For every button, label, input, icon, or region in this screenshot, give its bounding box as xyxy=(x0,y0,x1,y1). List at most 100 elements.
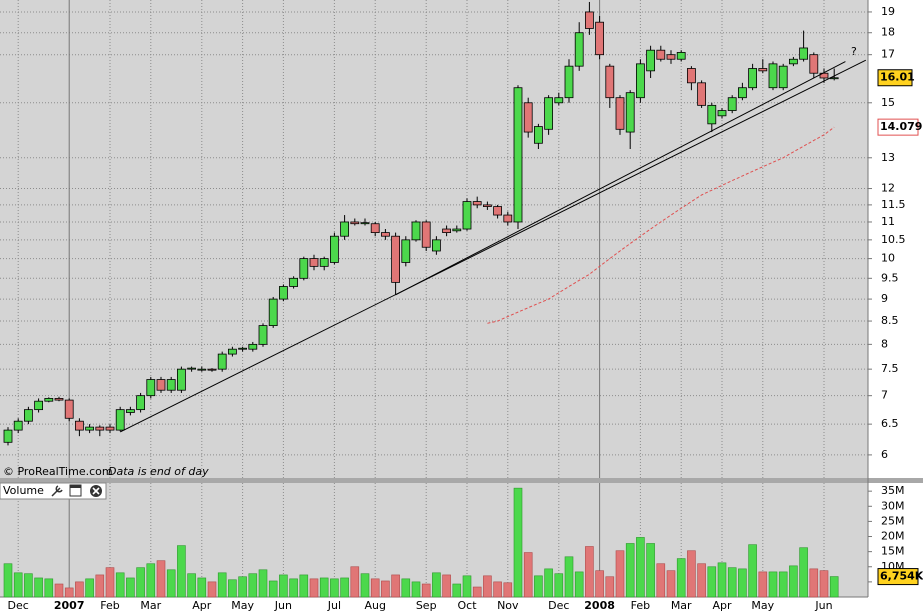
volume-bar xyxy=(829,576,839,598)
candle-body xyxy=(819,72,829,79)
candle-body xyxy=(340,221,350,237)
candle-body xyxy=(656,49,666,60)
volume-bar xyxy=(625,543,635,598)
candle-body xyxy=(64,399,74,419)
volume-bar xyxy=(319,577,329,598)
volume-bar xyxy=(136,567,145,598)
volume-bar xyxy=(697,563,706,598)
settings-icon[interactable] xyxy=(51,485,63,497)
candle-body xyxy=(146,379,156,397)
volume-bar xyxy=(13,572,23,598)
candle-body xyxy=(309,258,319,267)
volume-bar xyxy=(534,575,543,598)
y-tick-label: 25M xyxy=(881,514,905,527)
candle-body xyxy=(717,110,727,117)
candle-body xyxy=(482,204,492,207)
candle-body xyxy=(748,68,757,89)
candle-body xyxy=(278,286,288,300)
candle-body xyxy=(789,58,798,65)
volume-title: Volume xyxy=(3,484,44,497)
y-tick-label: 12 xyxy=(881,182,895,195)
y-tick-label: 13 xyxy=(881,151,895,164)
trendline xyxy=(119,59,867,433)
volume-bar xyxy=(442,574,451,598)
volume-bar xyxy=(564,556,574,598)
y-tick-label: 18 xyxy=(881,26,895,39)
x-tick-label: Oct xyxy=(457,599,477,612)
volume-bar xyxy=(503,582,513,598)
volume-bar xyxy=(391,574,400,598)
volume-bar xyxy=(687,550,696,598)
volume-bar xyxy=(34,577,43,598)
candle-body xyxy=(75,420,84,431)
volume-bar xyxy=(615,550,625,598)
candle-body xyxy=(778,65,788,89)
candle-body xyxy=(799,47,808,60)
volume-bar xyxy=(656,563,666,598)
volume-bar xyxy=(717,562,727,598)
y-tick-label: 35M xyxy=(881,484,905,497)
volume-bar xyxy=(472,586,482,598)
candle-body xyxy=(605,65,615,99)
candle-body xyxy=(544,97,553,130)
x-tick-label: Apr xyxy=(712,599,732,612)
candle-body xyxy=(707,104,717,125)
volume-bar xyxy=(75,581,84,598)
volume-bar xyxy=(462,575,472,598)
y-tick-label: 20M xyxy=(881,530,905,543)
volume-bar xyxy=(370,578,380,598)
x-tick-label: Jul xyxy=(327,599,341,612)
volume-bar xyxy=(207,581,217,598)
price-panel xyxy=(0,0,868,478)
y-tick-label: 6 xyxy=(881,448,888,461)
annotation: ? xyxy=(851,45,857,58)
candle-body xyxy=(697,82,706,106)
candle-body xyxy=(197,368,207,371)
candle-body xyxy=(299,258,309,279)
window-bar xyxy=(70,485,81,488)
volume-bar xyxy=(411,581,421,598)
candle-body xyxy=(176,368,186,391)
x-tick-label: Apr xyxy=(192,599,212,612)
volume-bar xyxy=(299,574,309,598)
candle-body xyxy=(329,235,339,263)
panel-separator xyxy=(0,478,923,483)
candle-body xyxy=(207,368,217,371)
value-box xyxy=(877,69,913,87)
candle-body xyxy=(585,11,594,29)
x-tick-label: 2007 xyxy=(54,599,85,612)
volume-bar xyxy=(432,572,441,598)
volume-bar xyxy=(544,568,553,598)
candle-body xyxy=(380,232,390,237)
trendline xyxy=(395,61,846,296)
volume-bar xyxy=(268,580,278,598)
candle-body xyxy=(809,54,819,74)
volume-bar xyxy=(187,573,196,598)
window-icon[interactable] xyxy=(69,484,82,497)
volume-bar xyxy=(401,578,411,598)
candle-body xyxy=(105,426,115,431)
candle-body xyxy=(452,228,462,232)
candle-body xyxy=(411,221,421,241)
volume-bar xyxy=(381,580,390,598)
close-cross xyxy=(92,487,100,495)
volume-bar xyxy=(421,583,431,598)
close-icon[interactable] xyxy=(90,485,102,497)
volume-bar xyxy=(646,543,655,598)
volume-bar xyxy=(115,572,125,598)
source: © ProRealTime.com xyxy=(3,465,113,478)
candle-body xyxy=(574,32,584,67)
candle-body xyxy=(646,49,655,72)
candle-body xyxy=(595,21,604,56)
y-tick-label: 9.5 xyxy=(881,271,899,284)
volume-bar xyxy=(819,570,829,598)
candle-body xyxy=(268,298,278,327)
volume-bar xyxy=(95,574,105,598)
y-tick-label: 10.5 xyxy=(881,233,906,246)
candle-body xyxy=(227,348,237,355)
y-tick-label: 11.5 xyxy=(881,198,906,211)
volume-bar xyxy=(605,576,615,598)
candle-body xyxy=(95,426,105,431)
x-tick-label: Feb xyxy=(100,599,119,612)
